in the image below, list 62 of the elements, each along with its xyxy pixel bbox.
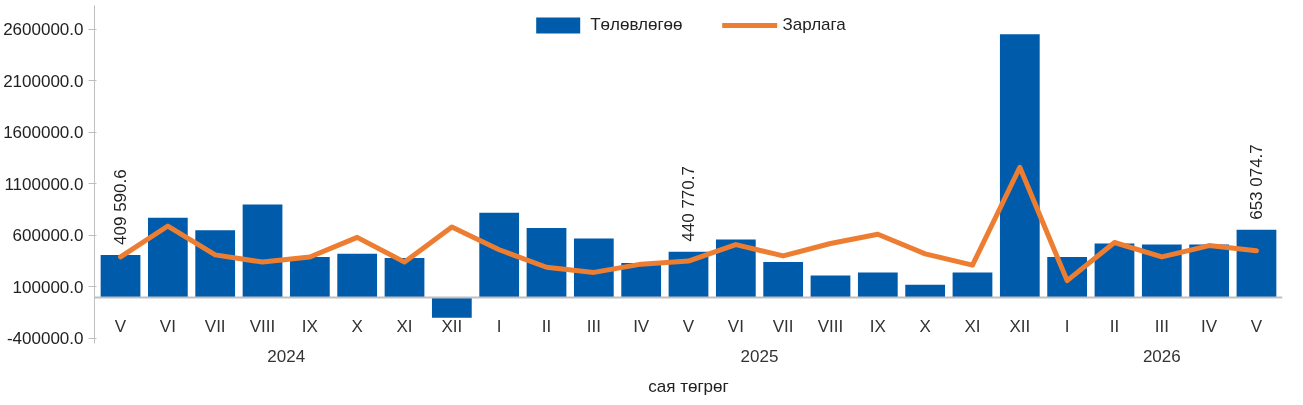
x-tick-label: III [586,317,601,337]
x-tick-label: VIII [817,317,844,337]
text: 2024 [267,346,306,366]
bar [479,212,520,298]
x-tick-label: III [1154,317,1169,337]
bar [242,204,283,298]
x-tick-label: IV [1201,317,1218,337]
bar [810,275,851,298]
y-tick-label: 2600000.0 [3,20,84,40]
x-tick-label: V [682,317,695,337]
bar [337,253,378,298]
bar [952,272,993,298]
x-tick-label: XI [964,317,981,337]
x-tick-label: VII [204,317,226,337]
x-tick-label: IX [301,317,318,337]
bar [573,238,614,298]
x-tick-label: X [919,317,931,337]
x-tick-label: VII [772,317,794,337]
x-tick-label: V [1250,317,1263,337]
x-tick-label: IV [633,317,650,337]
bar [905,284,946,298]
y-tick-label: -400000.0 [6,329,84,349]
bar [857,272,898,298]
x-tick-label: XII [1009,317,1031,337]
x-tick-label: II [541,317,552,337]
x-tick-label: V [114,317,127,337]
bar [195,230,236,298]
text: 2026 [1142,346,1181,366]
bar [715,239,756,298]
y-tick-label: 100000.0 [12,277,84,297]
data-label: 440 770.7 [679,166,698,242]
data-label: 409 590.6 [111,169,131,245]
bar [384,257,425,298]
x-tick-label: X [351,317,363,337]
legend-label: Төлөвлөгөө [590,15,683,35]
bar [526,228,567,298]
bar [1189,244,1230,298]
legend-label: Зарлага [782,15,846,35]
x-tick-label: XI [396,317,413,337]
bar [763,262,804,298]
x-tick-label: VIII [249,317,276,337]
x-tick-label: II [1109,317,1120,337]
x-axis-title: сая төгрөг [648,376,729,396]
y-tick-label: 600000.0 [12,226,84,246]
x-tick-label: VI [159,317,176,337]
bar [147,217,188,298]
bar [999,34,1040,298]
x-tick-label: XII [441,317,463,337]
y-tick-label: 1100000.0 [4,174,84,194]
x-tick-label: IX [869,317,886,337]
y-tick-label: 1600000.0 [3,123,84,143]
bar [289,256,330,298]
data-label: 653 074.7 [1246,144,1266,220]
bar [1141,244,1182,298]
x-tick-label: I [496,317,502,337]
text: 2025 [740,346,779,366]
x-tick-label: VI [727,317,744,337]
x-tick-label: I [1064,317,1070,337]
bar [431,297,472,318]
bar [100,254,141,298]
bar [1236,229,1277,298]
y-tick-label: 2100000.0 [3,71,84,91]
